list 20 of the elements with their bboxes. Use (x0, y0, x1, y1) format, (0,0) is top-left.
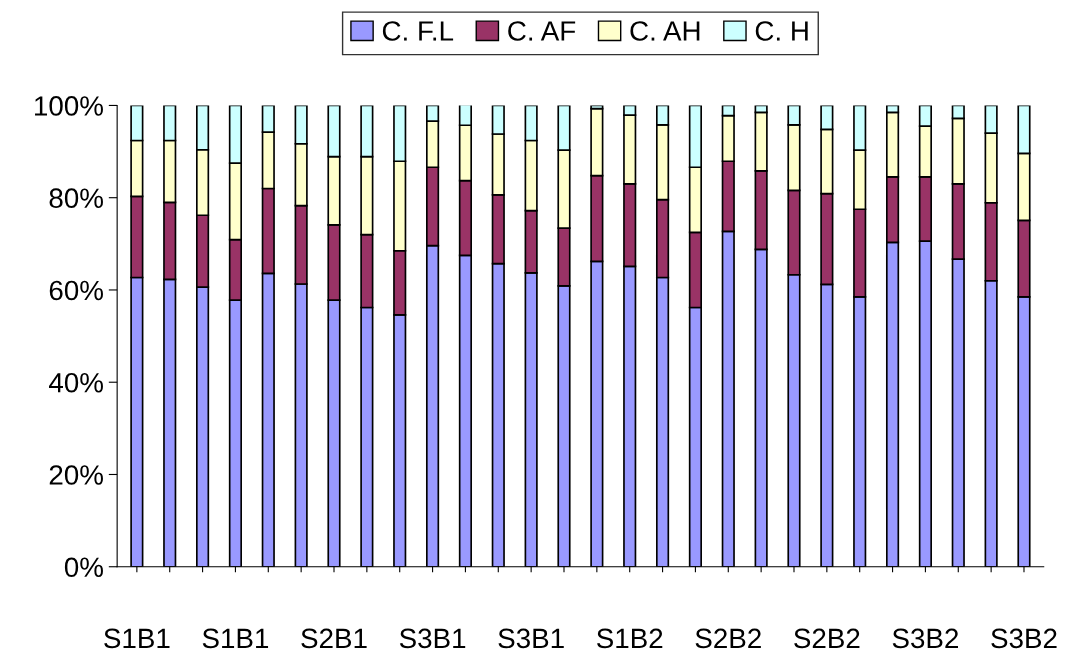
x-tick-label: S3B1 (498, 628, 564, 649)
x-tick-label: S2B2 (794, 628, 860, 649)
y-tick-label: 80% (49, 188, 103, 209)
x-tick-label: S1B1 (202, 628, 269, 649)
legend-label: C. AH (630, 21, 700, 41)
x-tick-label: S3B2 (991, 628, 1057, 649)
y-tick-label: 0% (64, 557, 103, 578)
x-tick-label: S2B2 (695, 628, 761, 649)
y-tick-label: 100% (35, 96, 103, 116)
x-tick-label: S3B1 (399, 628, 466, 649)
x-tick-label: S2B1 (301, 628, 367, 649)
legend-label: C. AF (508, 21, 576, 41)
y-tick-label: 20% (49, 465, 103, 485)
y-tick-label: 40% (49, 372, 103, 393)
x-tick-label: S3B2 (892, 628, 958, 649)
legend-label: C. F.L (382, 21, 454, 41)
x-tick-label: S1B1 (104, 628, 170, 649)
legend-label: C. H (755, 21, 808, 41)
y-tick-label: 60% (49, 280, 103, 301)
x-tick-label: S1B2 (597, 628, 663, 649)
